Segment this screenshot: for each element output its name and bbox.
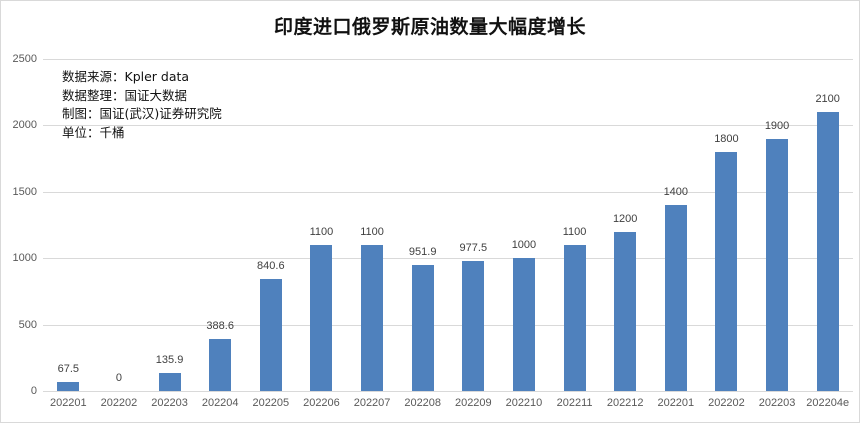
bar-value-label: 135.9 [155, 353, 184, 366]
x-axis-tick-label: 202212 [606, 397, 644, 409]
bar-value-label: 0 [115, 372, 122, 384]
x-axis-tick-label: 202204 [201, 397, 239, 409]
bar-value-label: 1100 [360, 225, 384, 238]
x-axis-tick-label: 202211 [556, 397, 593, 409]
gridline [43, 258, 853, 260]
x-axis-tick-label: 202201 [657, 397, 695, 409]
bar [361, 244, 384, 391]
gridline [43, 125, 853, 127]
y-axis-tick-label: 1500 [12, 185, 37, 198]
bar [512, 258, 535, 391]
bar-value-label: 1200 [612, 212, 638, 225]
bar-value-label: 951.9 [408, 245, 437, 258]
plot-area: 0 500 1000 1500 2000 2500 67.5 202201 0 202202 135… [13, 53, 853, 409]
x-axis-tick-label: 202209 [454, 397, 492, 409]
bar [310, 244, 333, 391]
x-axis-tick-label: 202208 [404, 397, 442, 409]
bar-value-label: 2100 [815, 93, 840, 106]
y-axis-tick-label: 2000 [12, 119, 37, 132]
bar [209, 339, 232, 391]
x-axis-tick-label: 202203 [758, 397, 796, 409]
chart-annotations: 数据来源：Kpler data 数据整理：国证大数据 制图：国证(武汉)证券研究… [62, 68, 222, 142]
bar [158, 372, 181, 391]
bar-value-label: 1800 [714, 132, 739, 145]
y-axis-tick-label: 1000 [12, 252, 37, 265]
gridline [43, 391, 853, 392]
y-axis-tick-label: 2500 [12, 53, 37, 65]
bar-value-label: 388.6 [206, 320, 234, 333]
x-axis-tick-label: 202210 [505, 397, 543, 409]
x-axis-tick-label: 202202 [100, 397, 138, 409]
gridline [43, 324, 853, 326]
gridline [43, 59, 853, 60]
bar-value-label: 1100 [309, 225, 334, 238]
bar [715, 151, 738, 391]
bar [664, 205, 687, 391]
bar [411, 264, 434, 391]
y-axis-tick-label: 0 [30, 385, 37, 397]
gridline [43, 191, 853, 193]
bar-value-label: 1100 [562, 225, 587, 238]
x-axis-tick-label: 202204e [806, 397, 850, 409]
bar-value-label: 1400 [663, 186, 689, 199]
bar [614, 231, 637, 391]
x-axis-tick-label: 202202 [708, 397, 745, 409]
x-axis-tick-label: 202207 [353, 397, 391, 409]
x-axis-tick-label: 202203 [151, 397, 188, 409]
chart-title: 印度进口俄罗斯原油数量大幅度增长 [273, 16, 586, 38]
x-axis-tick-label: 202205 [252, 397, 290, 409]
bar-value-label: 67.5 [57, 363, 80, 376]
x-axis-tick-label: 202206 [303, 397, 340, 409]
bar [766, 138, 789, 391]
y-axis-tick-label: 500 [18, 318, 37, 331]
bar-value-label: 977.5 [459, 242, 488, 255]
note-unit: 单位：千桶 [62, 124, 125, 140]
bar-value-label: 840.6 [257, 260, 285, 273]
note-compiled: 数据整理：国证大数据 [62, 87, 188, 103]
bar-value-label: 1900 [764, 119, 790, 132]
bar-value-label: 1000 [511, 239, 537, 252]
bar [816, 112, 839, 391]
note-drawn: 制图：国证(武汉)证券研究院 [62, 106, 222, 121]
x-axis-tick-label: 202201 [49, 397, 87, 409]
note-source: 数据来源：Kpler data [62, 69, 190, 84]
bar [259, 279, 282, 391]
bar [57, 382, 80, 391]
bar [462, 261, 485, 391]
bar [563, 244, 586, 391]
